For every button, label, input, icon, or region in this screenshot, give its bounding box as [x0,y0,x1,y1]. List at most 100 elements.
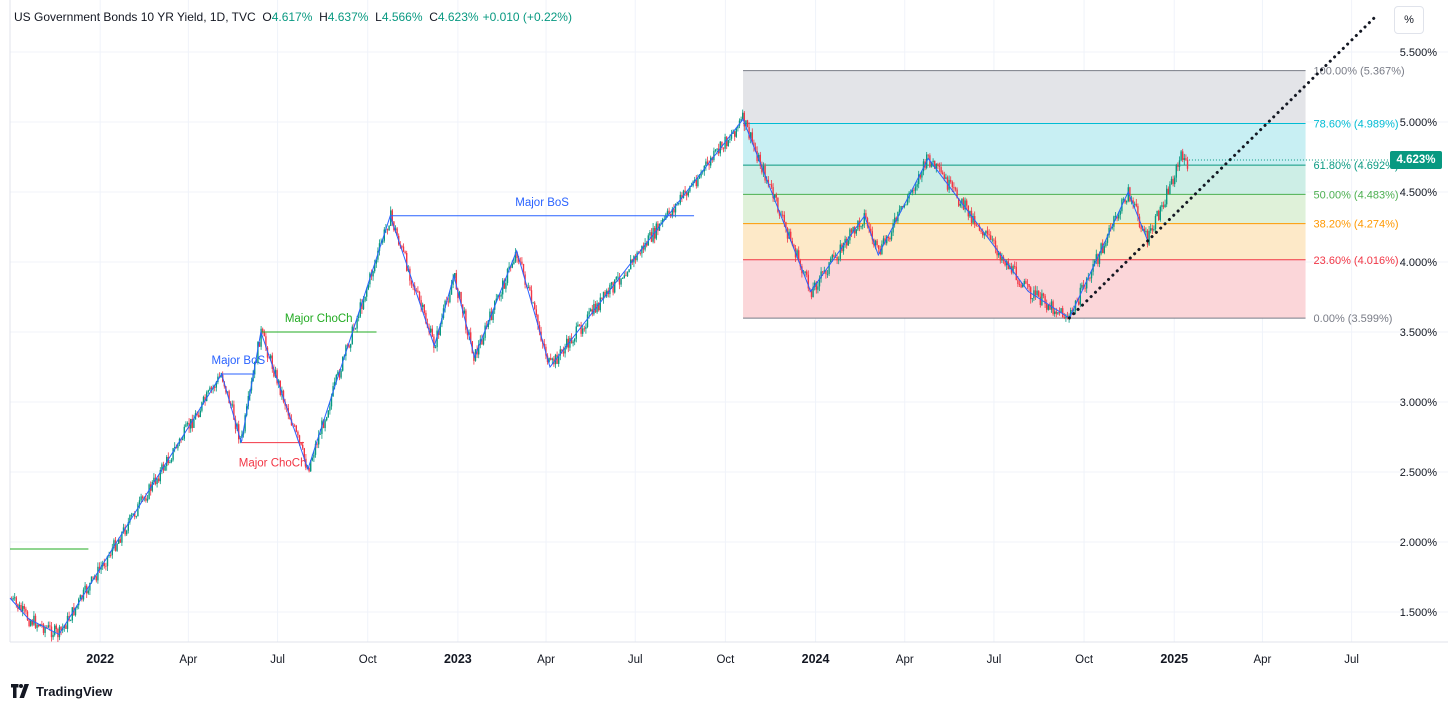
candle-body [436,330,438,348]
candle-body [618,276,621,285]
candle-body [748,127,750,139]
fib-band [743,165,1306,195]
price-tick-label: 4.000% [1400,257,1438,269]
candle-body [807,274,809,289]
candle-body [444,300,446,309]
candle-body [1148,230,1150,245]
candle-body [878,245,880,249]
candle-body [610,282,613,285]
candle-body [454,273,456,279]
percent-scale-button[interactable]: % [1394,6,1424,34]
candle-body [172,448,174,460]
candle-body [599,297,601,311]
candle-body [516,252,518,259]
fib-band [743,194,1306,224]
candle-body [735,128,737,137]
candle-body [228,391,230,404]
last-price-badge: 4.623% [1390,151,1442,169]
candle-body [657,223,659,231]
candle-body [689,186,691,192]
candle-body [466,329,469,336]
candle-body [438,330,440,335]
candle-body [191,418,193,428]
fibonacci-retracement: 100.00% (5.367%) 78.60% (4.989%) 61.80% (4… [743,66,1405,325]
candle-body [700,172,702,177]
candle-body [862,224,864,227]
candle-body [98,566,101,570]
candle-body [534,302,536,310]
candle-body [367,284,369,290]
candle-body [87,590,89,594]
candle-body [945,177,947,179]
candle-body [1182,151,1184,160]
candle-body [1081,284,1083,288]
candle-body [754,146,757,152]
candle-body [646,242,648,246]
candle-body [260,328,262,347]
candle-body [508,266,510,269]
candle-body [1122,199,1125,200]
candle-body [70,620,72,622]
candle-body [562,351,565,354]
candle-body [302,444,304,449]
candle-body [308,467,310,472]
price-tick-label: 2.000% [1400,537,1438,549]
symbol-title: US Government Bonds 10 YR Yield, 1D, TVC [14,10,256,24]
candle-body [961,198,963,204]
candle-body [740,119,742,121]
close-label: C [429,10,438,24]
candle-body [844,238,846,243]
candle-body [846,238,848,246]
candle-body [97,566,99,581]
candle-body [206,392,208,401]
candle-body [15,597,17,604]
candle-body [50,626,53,638]
time-tick-label: Jul [987,654,1002,666]
candle-body [233,404,235,420]
candle-body [433,336,435,349]
price-tick-label: 2.500% [1400,467,1438,479]
candle-body [1118,214,1120,219]
candle-body [769,183,771,185]
candle-body [722,147,725,149]
candle-body [601,297,603,299]
candle-body [12,597,14,600]
candle-body [1167,188,1169,195]
candle-body [777,197,779,212]
brand-footer: TradingView [10,682,112,700]
candle-body [423,304,425,313]
candle-body [737,125,739,129]
candle-body [1042,293,1045,296]
candle-body [580,325,582,334]
candle-body [942,172,944,175]
candle-body [527,286,529,288]
time-tick-label: 2023 [444,652,472,666]
candle-body [556,354,558,364]
candle-body [460,291,462,305]
candle-body [521,261,523,264]
candle-body [374,263,376,272]
candle-body [798,250,800,261]
candle-body [561,349,563,352]
candle-body [538,325,541,332]
candle-body [394,228,397,231]
candle-body [1025,281,1027,284]
candle-body [1143,228,1145,233]
candle-body [514,252,517,262]
candle-body [169,461,171,463]
candle-body [74,607,77,616]
candle-body [620,278,622,285]
candle-body [1174,177,1176,185]
candle-body [761,165,763,173]
candle-body [1041,293,1043,305]
time-tick-label: Oct [716,654,735,666]
candle-body [130,514,133,516]
candle-body [1111,226,1113,228]
candle-body [122,527,125,533]
candle-body [116,543,118,551]
candle-body [441,317,443,325]
candle-body [47,625,49,628]
candle-body [193,419,195,428]
